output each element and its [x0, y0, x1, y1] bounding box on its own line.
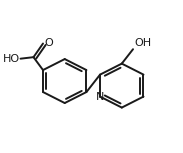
- Text: OH: OH: [134, 38, 151, 49]
- Text: N: N: [96, 92, 104, 102]
- Text: O: O: [44, 38, 53, 48]
- Text: HO: HO: [3, 54, 20, 64]
